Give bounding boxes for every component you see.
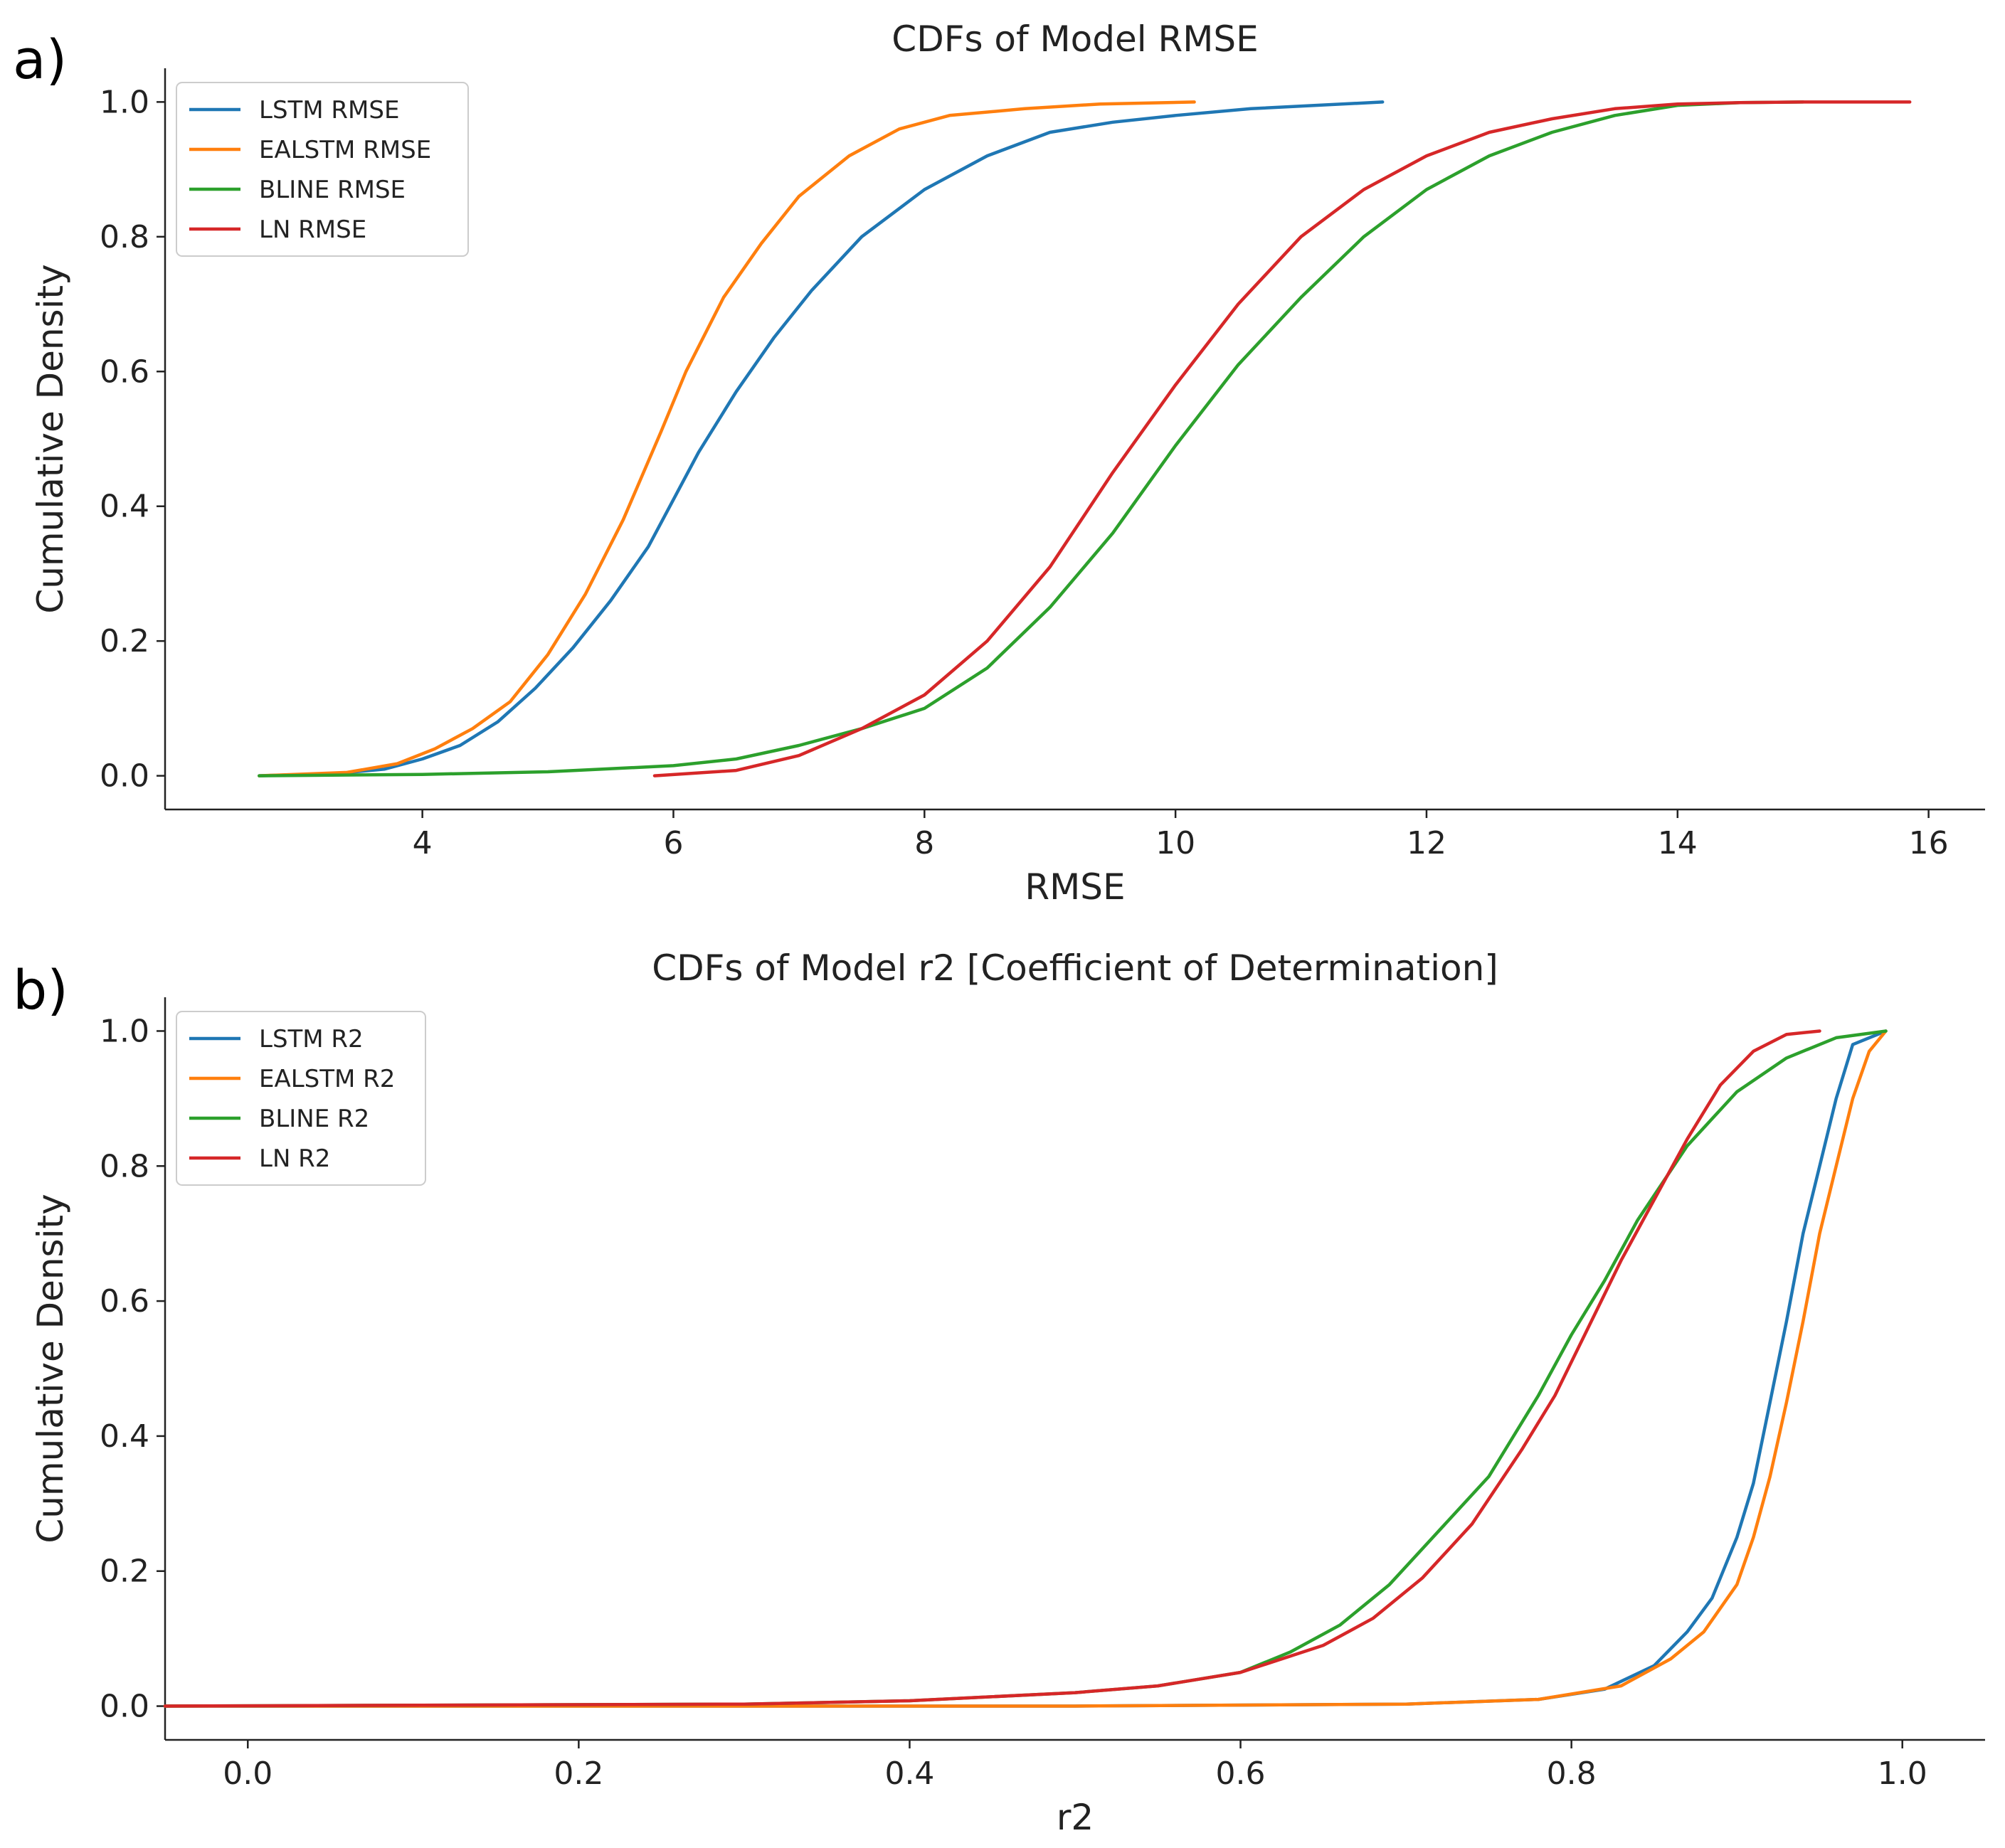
legend-label: LN RMSE <box>259 216 366 244</box>
x-tick-label: 16 <box>1909 825 1949 861</box>
y-tick-label: 0.8 <box>100 219 149 255</box>
x-axis-label: r2 <box>1057 1797 1094 1838</box>
y-axis-label: Cumulative Density <box>30 1194 71 1543</box>
y-tick-label: 0.2 <box>100 623 149 659</box>
legend-label: LN R2 <box>259 1145 330 1173</box>
x-axis-label: RMSE <box>1025 866 1125 908</box>
y-tick-label: 1.0 <box>100 1013 149 1049</box>
legend-label: LSTM R2 <box>259 1025 364 1053</box>
series-line-bline-rmse <box>258 100 1805 777</box>
y-tick-label: 1.0 <box>100 84 149 120</box>
legend-box <box>176 1011 426 1186</box>
x-tick-label: 6 <box>663 825 683 861</box>
legend-label: BLINE R2 <box>259 1105 369 1133</box>
y-axis-label: Cumulative Density <box>30 264 71 613</box>
chart-title: CDFs of Model RMSE <box>892 18 1258 60</box>
series-line-lstm-rmse <box>258 100 1385 777</box>
y-tick-label: 0.6 <box>100 1283 149 1319</box>
chart-title: CDFs of Model r2 [Coefficient of Determi… <box>652 947 1498 989</box>
series-line-ln-rmse <box>652 100 1912 777</box>
series-line-ealstm-rmse <box>258 100 1196 777</box>
x-tick-label: 0.0 <box>223 1756 273 1792</box>
panel-letter: a) <box>13 28 67 91</box>
legend-label: EALSTM RMSE <box>259 136 431 164</box>
y-tick-label: 0.6 <box>100 354 149 390</box>
y-tick-label: 0.4 <box>100 489 149 525</box>
y-tick-label: 0.4 <box>100 1418 149 1455</box>
x-tick-label: 12 <box>1407 825 1446 861</box>
y-tick-label: 0.0 <box>100 758 149 795</box>
legend-label: LSTM RMSE <box>259 96 399 124</box>
x-tick-label: 1.0 <box>1878 1756 1927 1792</box>
x-tick-label: 0.6 <box>1216 1756 1266 1792</box>
legend-box <box>176 82 469 257</box>
legend-label: BLINE RMSE <box>259 176 406 204</box>
legend-label: EALSTM R2 <box>259 1065 395 1093</box>
x-tick-label: 14 <box>1658 825 1698 861</box>
x-tick-label: 0.4 <box>884 1756 934 1792</box>
y-tick-label: 0.2 <box>100 1554 149 1590</box>
x-tick-label: 8 <box>914 825 934 861</box>
x-tick-label: 0.8 <box>1547 1756 1597 1792</box>
series-line-ealstm-r2 <box>163 1029 1888 1708</box>
series-line-ln-r2 <box>163 1029 1821 1708</box>
x-tick-label: 4 <box>413 825 433 861</box>
y-tick-label: 0.0 <box>100 1689 149 1725</box>
panel-letter: b) <box>13 958 68 1021</box>
y-tick-label: 0.8 <box>100 1148 149 1184</box>
x-tick-label: 10 <box>1155 825 1195 861</box>
x-tick-label: 0.2 <box>554 1756 603 1792</box>
